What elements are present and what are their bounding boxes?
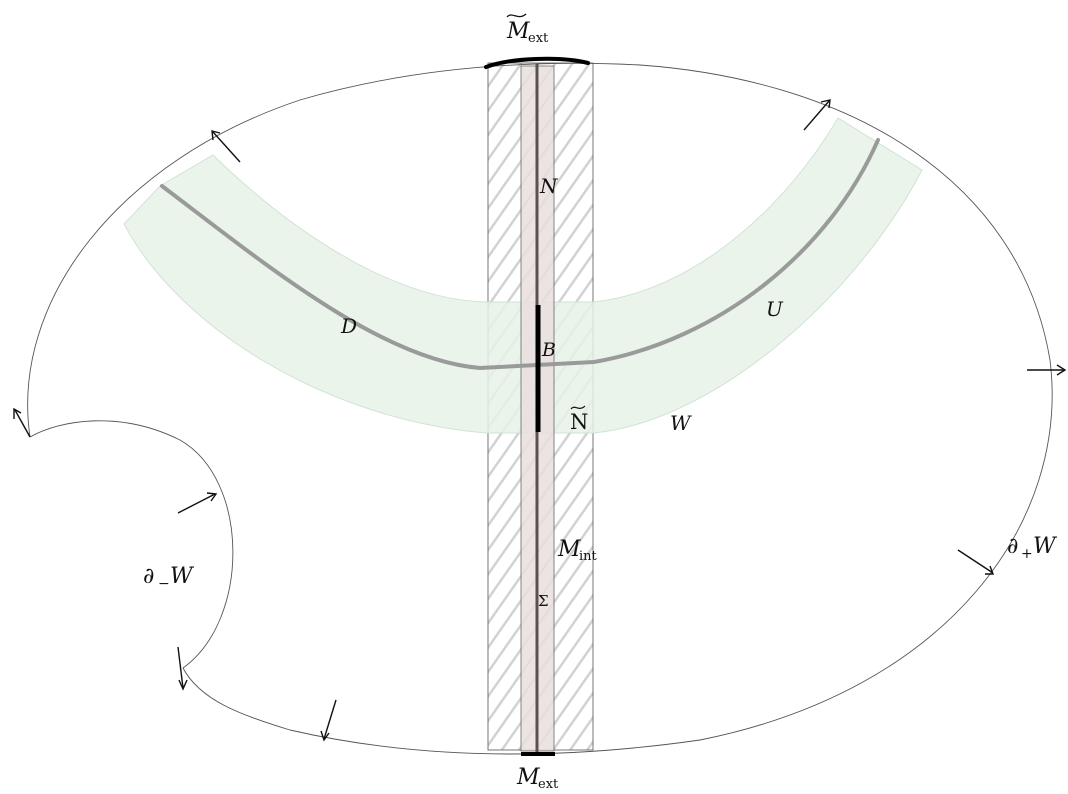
label-m-ext-sub: ext [538,777,559,792]
label-m-ext-main: M [516,765,540,790]
label-m-int-main: M [557,537,581,562]
top-arc-m-ext-tilde [484,56,590,69]
label-w: W [670,411,692,435]
label-m-ext-tilde-main: M [506,19,530,44]
tubular-neighbourhood-u [123,117,923,434]
label-partial-plus-w: ∂ + W [1007,534,1058,562]
label-b: B [541,339,556,361]
label-m-int: M int [557,537,598,564]
label-partial-plus-symbol: ∂ [1007,534,1018,559]
normal-arrows [13,99,1067,742]
label-n-tilde: N [570,405,588,434]
label-d: D [340,314,357,338]
label-m-ext: M ext [516,765,559,792]
label-u: U [766,297,784,321]
label-n-tilde-main: N [570,410,588,434]
label-m-int-sub: int [579,549,598,564]
label-partial-plus-sub: + [1021,546,1033,562]
label-partial-minus-w: ∂ − W [143,564,195,592]
inner-boundary-partial-minus [29,420,234,669]
tilde-mark [506,13,527,18]
label-sigma: Σ [538,592,549,610]
label-n: N [539,174,559,198]
label-partial-plus-letter: W [1033,534,1058,559]
outer-boundary [27,62,1053,755]
label-m-ext-tilde: M ext [506,13,549,46]
tilde-mark [570,405,586,410]
label-partial-minus-sub: − [158,576,170,592]
label-partial-minus-letter: W [170,564,195,589]
label-partial-minus-symbol: ∂ [143,564,154,589]
label-m-ext-tilde-sub: ext [528,31,549,46]
